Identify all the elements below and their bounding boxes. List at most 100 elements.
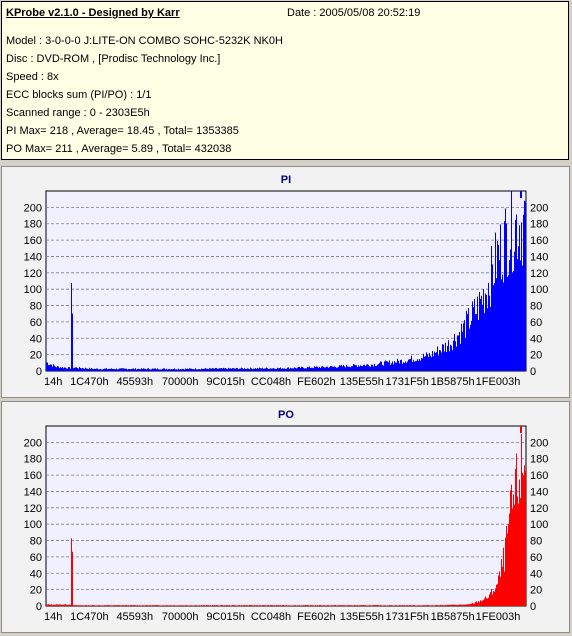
- po-bar: [290, 605, 291, 606]
- po-bar: [107, 605, 108, 606]
- po-bar: [166, 605, 167, 606]
- pi-bar: [296, 368, 297, 371]
- pi-bar: [328, 367, 329, 371]
- pi-bar: [442, 344, 443, 371]
- po-bar: [492, 594, 493, 606]
- pi-bar: [76, 367, 77, 371]
- pi-bar: [308, 367, 309, 371]
- po-y-tick-right: 200: [530, 437, 548, 449]
- po-bar: [300, 605, 301, 606]
- pi-bar: [130, 369, 131, 371]
- po-bar: [91, 605, 92, 606]
- pi-bar: [522, 265, 523, 371]
- po-bar: [487, 598, 488, 606]
- po-bar: [109, 605, 110, 606]
- pi-bar: [272, 368, 273, 371]
- pi-bar: [309, 366, 310, 371]
- pi-bar: [198, 369, 199, 371]
- po-bar: [522, 472, 523, 606]
- po-bar: [221, 605, 222, 606]
- po-bar: [192, 605, 193, 606]
- pi-bar: [203, 368, 204, 371]
- po-bar: [190, 605, 191, 606]
- pi-bar: [228, 367, 229, 371]
- po-bar: [212, 605, 213, 606]
- pi-bar: [230, 368, 231, 371]
- po-bar: [336, 605, 337, 606]
- pi-bar: [247, 368, 248, 371]
- po-bar: [47, 604, 48, 606]
- pi-bar: [421, 357, 422, 371]
- po-bar: [472, 602, 473, 606]
- pi-bar: [520, 260, 521, 371]
- po-bar: [235, 605, 236, 606]
- pi-bar: [253, 368, 254, 371]
- po-bar: [108, 605, 109, 606]
- pi-bar: [187, 368, 188, 371]
- pi-bar: [353, 364, 354, 371]
- po-bar: [117, 605, 118, 606]
- po-bar: [77, 605, 78, 606]
- pi-bar: [71, 282, 72, 371]
- po-bar: [164, 605, 165, 606]
- po-y-tick-left: 20: [30, 585, 42, 597]
- po-bar: [213, 605, 214, 606]
- po-bar: [63, 604, 64, 606]
- pi-bar: [425, 356, 426, 371]
- pi-bar: [268, 368, 269, 371]
- po-bar: [92, 605, 93, 606]
- pi-bar: [80, 368, 81, 371]
- po-bar: [474, 603, 475, 606]
- po-bar: [326, 605, 327, 606]
- pi-x-tick: CC048h: [251, 376, 291, 388]
- pi-bar: [79, 366, 80, 371]
- pi-bar: [415, 361, 416, 371]
- po-bar: [204, 605, 205, 606]
- po-bar: [346, 605, 347, 606]
- po-bar: [156, 605, 157, 606]
- po-bar: [331, 605, 332, 606]
- pi-bar: [147, 368, 148, 371]
- po-bar: [320, 605, 321, 606]
- po-bar: [310, 605, 311, 606]
- pi-bar: [84, 368, 85, 371]
- po-bar: [62, 604, 63, 606]
- po-bar: [479, 602, 480, 606]
- po-bar: [133, 605, 134, 606]
- pi-bar: [167, 369, 168, 371]
- po-bar: [289, 605, 290, 606]
- po-bar: [456, 604, 457, 606]
- po-bar: [113, 605, 114, 606]
- po-bar: [153, 605, 154, 606]
- pi-bar: [454, 333, 455, 371]
- po-bar: [271, 605, 272, 606]
- pi-bar: [104, 368, 105, 371]
- pi-bar: [369, 366, 370, 371]
- po-y-tick-right: 0: [530, 601, 536, 613]
- pi-bar: [205, 368, 206, 371]
- po-bar: [515, 468, 516, 606]
- po-bar: [378, 605, 379, 606]
- po-bar: [185, 605, 186, 606]
- pi-bar: [288, 367, 289, 371]
- po-bar: [468, 604, 469, 606]
- po-bar: [49, 604, 50, 606]
- pi-y-tick-left: 180: [24, 219, 42, 231]
- po-bar: [286, 605, 287, 606]
- pi-bar: [287, 367, 288, 371]
- pi-bar: [354, 364, 355, 371]
- pi-bar: [248, 368, 249, 371]
- pi-bar: [180, 368, 181, 371]
- pi-bar: [60, 367, 61, 371]
- pi-bar: [321, 366, 322, 371]
- pi-bar: [403, 362, 404, 371]
- pi-bar: [510, 249, 511, 371]
- pi-bar: [94, 368, 95, 371]
- po-bar: [452, 604, 453, 606]
- po-bar: [186, 605, 187, 606]
- po-bar: [165, 605, 166, 606]
- pi-bar: [146, 369, 147, 371]
- po-bar: [170, 605, 171, 606]
- po-bar: [410, 605, 411, 606]
- pi-bar: [336, 367, 337, 371]
